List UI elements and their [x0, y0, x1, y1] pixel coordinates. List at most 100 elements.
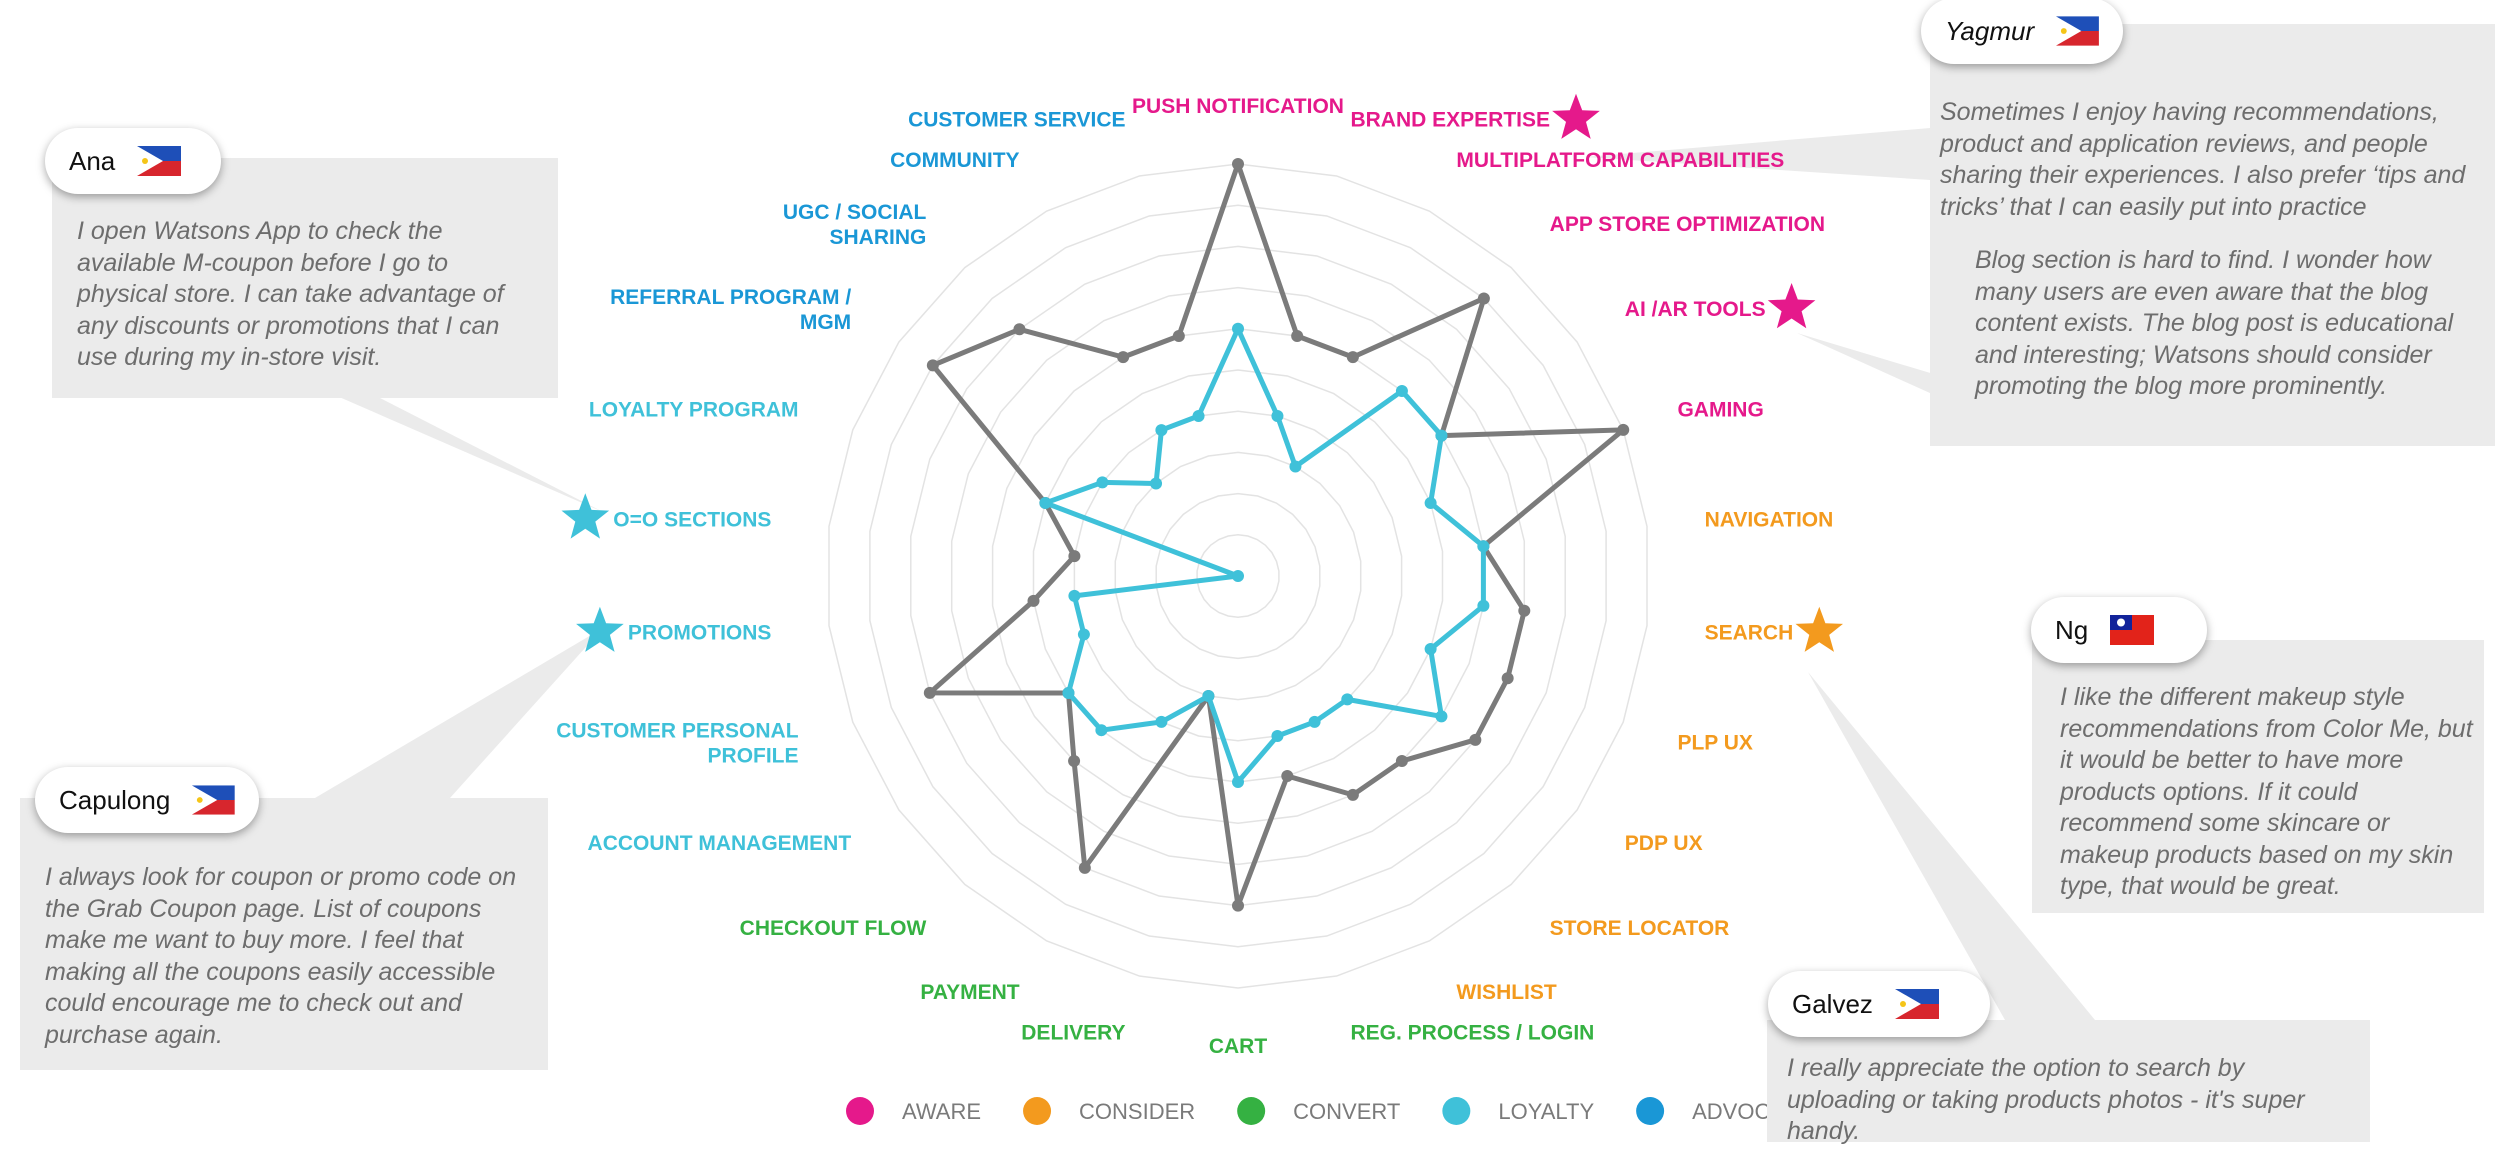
grid-ring [869, 204, 1607, 948]
data-point-gray [1117, 351, 1130, 364]
data-point-blue [1232, 322, 1244, 335]
ana-name-bubble: Ana [45, 128, 221, 194]
data-point-blue [1435, 429, 1448, 442]
axis-label: STORE LOCATOR [1550, 917, 1730, 940]
philippines-flag-icon [192, 785, 235, 815]
data-point-gray [1013, 323, 1026, 336]
callout-pointer [1808, 672, 2095, 1020]
axis-label: CART [1209, 1035, 1267, 1058]
grid-ring [991, 328, 1485, 824]
data-point-gray [1291, 329, 1304, 342]
axis-label: PUSH NOTIFICATION [1132, 95, 1344, 118]
data-point-blue [1232, 570, 1244, 582]
legend-label: CONVERT [1293, 1099, 1400, 1124]
axis-label: MULTIPLATFORM CAPABILITIES [1456, 149, 1784, 172]
data-point-blue [1424, 496, 1437, 509]
grid-ring [1073, 410, 1403, 742]
axis-label: UGC / SOCIAL SHARING [783, 201, 927, 249]
ng-name: Ng [2055, 614, 2089, 645]
axis-label: COMMUNITY [890, 149, 1020, 172]
data-point-blue [1062, 687, 1075, 700]
series-line-gray [927, 161, 1626, 909]
axis-label: SEARCH [1705, 622, 1794, 645]
axis-label: CUSTOMER SERVICE [908, 109, 1125, 132]
data-point-gray [1232, 899, 1244, 912]
data-point-blue [1232, 776, 1244, 788]
philippines-flag-icon [2056, 16, 2099, 46]
data-point-blue [1435, 710, 1448, 723]
data-point-blue [1341, 693, 1354, 706]
legend-marker [1636, 1097, 1665, 1125]
data-point-blue [1395, 384, 1408, 397]
galvez-quote: I really appreciate the option to search… [1787, 1054, 2305, 1145]
taiwan-flag-icon [2110, 615, 2155, 645]
data-point-gray [1617, 423, 1630, 436]
data-point-gray [1469, 733, 1482, 746]
data-point-gray [1078, 861, 1091, 874]
legend-marker [846, 1097, 874, 1125]
data-point-blue [1202, 690, 1215, 703]
galvez-name-bubble: Galvez [1768, 971, 1990, 1037]
data-point-blue [1271, 730, 1284, 743]
callout-pointer [1585, 128, 1930, 180]
axis-label: REG. PROCESS / LOGIN [1350, 1021, 1594, 1044]
axis-label: LOYALTY PROGRAM [589, 398, 799, 421]
data-point-gray [1501, 672, 1514, 685]
data-point-gray [923, 686, 936, 699]
philippines-flag-icon [137, 146, 182, 176]
callout-pointer [315, 628, 603, 798]
yagmur-name-bubble: Yagmur [1921, 0, 2123, 64]
axis-label: CUSTOMER PERSONAL PROFILE [556, 720, 798, 768]
legend-label: CONSIDER [1079, 1099, 1195, 1124]
radar-series [923, 158, 1630, 912]
capulong-quote-box: I always look for coupon or promo code o… [20, 798, 548, 1070]
axis-label: NAVIGATION [1705, 508, 1834, 531]
axis-label: PAYMENT [920, 981, 1019, 1004]
star-icon [576, 606, 624, 652]
ng-quote: I like the different makeup style recomm… [2060, 683, 2473, 900]
axis-label: GAMING [1677, 398, 1763, 421]
axis-label: PLP UX [1677, 732, 1752, 755]
axis-label: ACCOUNT MANAGEMENT [588, 832, 852, 855]
capulong-name-bubble: Capulong [35, 767, 259, 833]
legend-marker [1237, 1097, 1266, 1125]
axis-labels: PUSH NOTIFICATION BRAND EXPERTISE MULTIPLA… [556, 93, 1843, 1058]
data-point-blue [1068, 589, 1081, 602]
data-point-blue [1077, 628, 1090, 641]
yagmur-quote-box: Sometimes I enjoy having recommendations… [1930, 24, 2495, 446]
legend-marker [1023, 1097, 1052, 1125]
data-point-gray [1068, 755, 1081, 768]
legend: AWARE CONSIDER CONVERT LOYALTY ADVOCATE [846, 1097, 1812, 1125]
data-point-blue [1095, 724, 1108, 737]
data-point-gray [1232, 158, 1244, 170]
data-point-blue [1308, 715, 1321, 728]
data-point-gray [1518, 604, 1531, 617]
grid-ring [1155, 492, 1321, 660]
grid-ring [828, 163, 1648, 989]
data-point-blue [1477, 540, 1490, 553]
star-icon [561, 493, 610, 539]
philippines-flag-icon [1894, 989, 1939, 1019]
grid-ring [1114, 451, 1362, 701]
data-point-gray [1281, 770, 1294, 783]
data-point-gray [1395, 755, 1408, 768]
data-point-gray [926, 359, 939, 372]
axis-label: REFERRAL PROGRAM / MGM [610, 286, 851, 334]
legend-label: LOYALTY [1498, 1099, 1594, 1124]
capulong-quote: I always look for coupon or promo code o… [45, 863, 517, 1049]
legend-marker [1442, 1097, 1471, 1125]
capulong-name: Capulong [59, 784, 171, 815]
data-point-blue [1424, 643, 1437, 656]
data-point-blue [1039, 496, 1052, 509]
callout-pointer [330, 393, 603, 512]
data-point-gray [1477, 292, 1490, 305]
ng-quote-box: I like the different makeup style recomm… [2032, 640, 2484, 913]
axis-label: PROMOTIONS [628, 622, 772, 645]
axis-label: O=O SECTIONS [613, 508, 771, 531]
yagmur-quote: Sometimes I enjoy having recommendations… [1940, 98, 2466, 221]
data-point-gray [1027, 594, 1040, 607]
data-point-blue [1477, 599, 1490, 612]
axis-label: APP STORE OPTIMIZATION [1550, 213, 1825, 236]
axis-label: DELIVERY [1021, 1021, 1125, 1044]
